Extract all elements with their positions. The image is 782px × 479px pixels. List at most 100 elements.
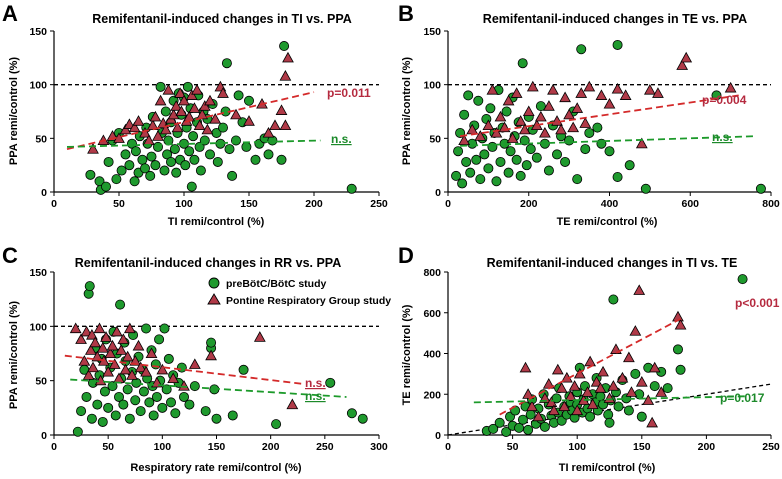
- panel-letter-d: D: [398, 243, 414, 268]
- panel-b-circle-point: [517, 58, 528, 69]
- panel-d-circle-point: [488, 423, 499, 434]
- panel-a-circle-point: [180, 160, 191, 171]
- panel-d-triangle-point: [642, 394, 655, 405]
- panel-c-circle-point: [110, 410, 121, 421]
- panel-d-xlabel: TI remi/control (%): [559, 462, 656, 474]
- panel-d-red-fit-label: p<0.001: [735, 296, 780, 310]
- panel-b-triangle-point: [555, 123, 567, 135]
- panel-c-xtick-label: 50: [102, 441, 114, 453]
- panel-b-triangle-point: [643, 84, 656, 95]
- panel-d-xtick-label: 100: [568, 441, 586, 453]
- panel-d-circle-point: [517, 414, 528, 425]
- panel-c-triangle-point: [156, 363, 169, 375]
- panel-d-circle-point: [608, 294, 619, 305]
- panel-d-circle-point: [494, 417, 505, 428]
- panel-a-xlabel: TI remi/control (%): [168, 216, 265, 228]
- panel-c-triangle-point: [75, 333, 87, 344]
- panel-c-green-fit-label: n.s.: [305, 389, 326, 403]
- panel-c-triangle-point: [167, 372, 180, 384]
- panel-b-xtick-label: 600: [681, 198, 699, 210]
- panel-b-circle-point: [640, 183, 651, 194]
- panel-a-triangle-point: [198, 100, 211, 111]
- panel-b-circle-point: [453, 146, 464, 157]
- panel-c-circle-point: [170, 408, 181, 419]
- panel-a-green-fit-label: n.s.: [331, 132, 352, 146]
- panel-d-triangle-point: [573, 367, 586, 379]
- panel-b-circle-point: [612, 39, 623, 50]
- panel-b-ytick-label: 0: [435, 187, 441, 199]
- panel-b-triangle-point: [494, 110, 507, 122]
- panel-c-triangle-point: [205, 349, 217, 361]
- panel-d-circle-point: [737, 274, 748, 285]
- panel-a-red-fit-line: [66, 91, 315, 150]
- panel-b-title: Remifentanil-induced changes in TE vs. P…: [483, 12, 747, 26]
- panel-a-triangle-point: [275, 104, 288, 115]
- panel-c-circle-point: [135, 406, 146, 417]
- panel-a-triangle-point: [132, 115, 145, 126]
- panel-b-triangle-point: [551, 115, 563, 126]
- panel-a-green-fit-line: [66, 139, 321, 148]
- panel-d-circle-point: [585, 411, 596, 422]
- panel-a-circle-point: [230, 135, 241, 146]
- panel-d-triangle-point: [597, 365, 609, 377]
- panel-a-triangle-point: [149, 110, 162, 122]
- panel-c-triangle-point: [84, 344, 97, 355]
- panel-b-xlabel: TE remi/control (%): [557, 216, 658, 228]
- panel-c-xtick-label: 250: [316, 441, 334, 453]
- panel-b-triangle-point: [506, 132, 519, 143]
- panel-a-circle-point: [276, 154, 287, 165]
- panel-b-triangle-point: [547, 84, 559, 95]
- panel-d-ytick-label: 600: [423, 308, 441, 320]
- panel-d-ytick-label: 200: [423, 389, 441, 401]
- panel-b-circle-point: [560, 156, 571, 167]
- panel-c-circle-point: [154, 334, 165, 345]
- panel-d-triangle-point: [594, 382, 607, 393]
- panel-a-triangle-point: [174, 87, 186, 98]
- panel-b-triangle-point: [559, 91, 571, 103]
- panel-c-xtick-label: 0: [51, 441, 57, 453]
- panel-a-circle-point: [250, 154, 261, 165]
- panel-b-triangle-point: [502, 94, 515, 106]
- panel-c-triangle-point: [134, 361, 147, 373]
- panel-a-xtick-label: 0: [51, 198, 57, 210]
- panel-c-circle-point: [184, 399, 195, 410]
- panel-d-triangle-point: [568, 380, 581, 391]
- legend-triangle-label: Pontine Respiratory Group study: [226, 295, 391, 307]
- panel-c-triangle-point: [82, 369, 95, 380]
- panel-a-circle-point: [194, 141, 205, 152]
- panel-a-circle-point: [160, 106, 171, 117]
- panel-c-circle-point: [122, 384, 133, 395]
- panel-a-triangle-point: [230, 108, 242, 120]
- panel-a-circle-point: [171, 167, 182, 178]
- panel-a-triangle-point: [196, 108, 209, 120]
- panel-b-circle-point: [451, 170, 462, 181]
- panel-c-triangle-point: [121, 350, 134, 362]
- panel-c-circle-point: [99, 386, 110, 397]
- panel-d-circle-point: [634, 389, 645, 400]
- panel-b-circle-point: [521, 160, 532, 171]
- panel-d-triangle-point: [674, 318, 687, 330]
- panel-d-triangle-point: [555, 382, 568, 393]
- panel-a-triangle-point: [154, 94, 167, 106]
- panel-a-triangle-point: [204, 94, 216, 106]
- panel-a-ylabel: PPA remi/control (%): [8, 57, 20, 166]
- panel-d-triangle-point: [629, 325, 642, 336]
- panel-c-circle-point: [325, 377, 336, 388]
- panel-b-xtick-label: 0: [445, 198, 451, 210]
- panel-b-circle-point: [483, 163, 494, 174]
- panel-c-circle-point: [238, 364, 249, 375]
- panel-b-triangle-point: [534, 110, 547, 122]
- panel-a-circle-point: [243, 95, 254, 106]
- panel-d-circle-point: [675, 364, 686, 375]
- panel-b-circle-point: [592, 122, 603, 133]
- panel-a-circle-point: [103, 156, 114, 167]
- panel-a-circle-point: [169, 144, 180, 155]
- panel-b-triangle-point: [652, 87, 664, 98]
- panel-c-circle-point: [118, 399, 129, 410]
- panel-c-circle-point: [81, 391, 92, 402]
- panel-c-circle-point: [138, 386, 149, 397]
- panel-b-circle-point: [624, 160, 635, 171]
- panel-d-triangle-point: [545, 396, 558, 407]
- panel-b-triangle-point: [619, 89, 632, 100]
- panel-d-circle-point: [501, 426, 512, 437]
